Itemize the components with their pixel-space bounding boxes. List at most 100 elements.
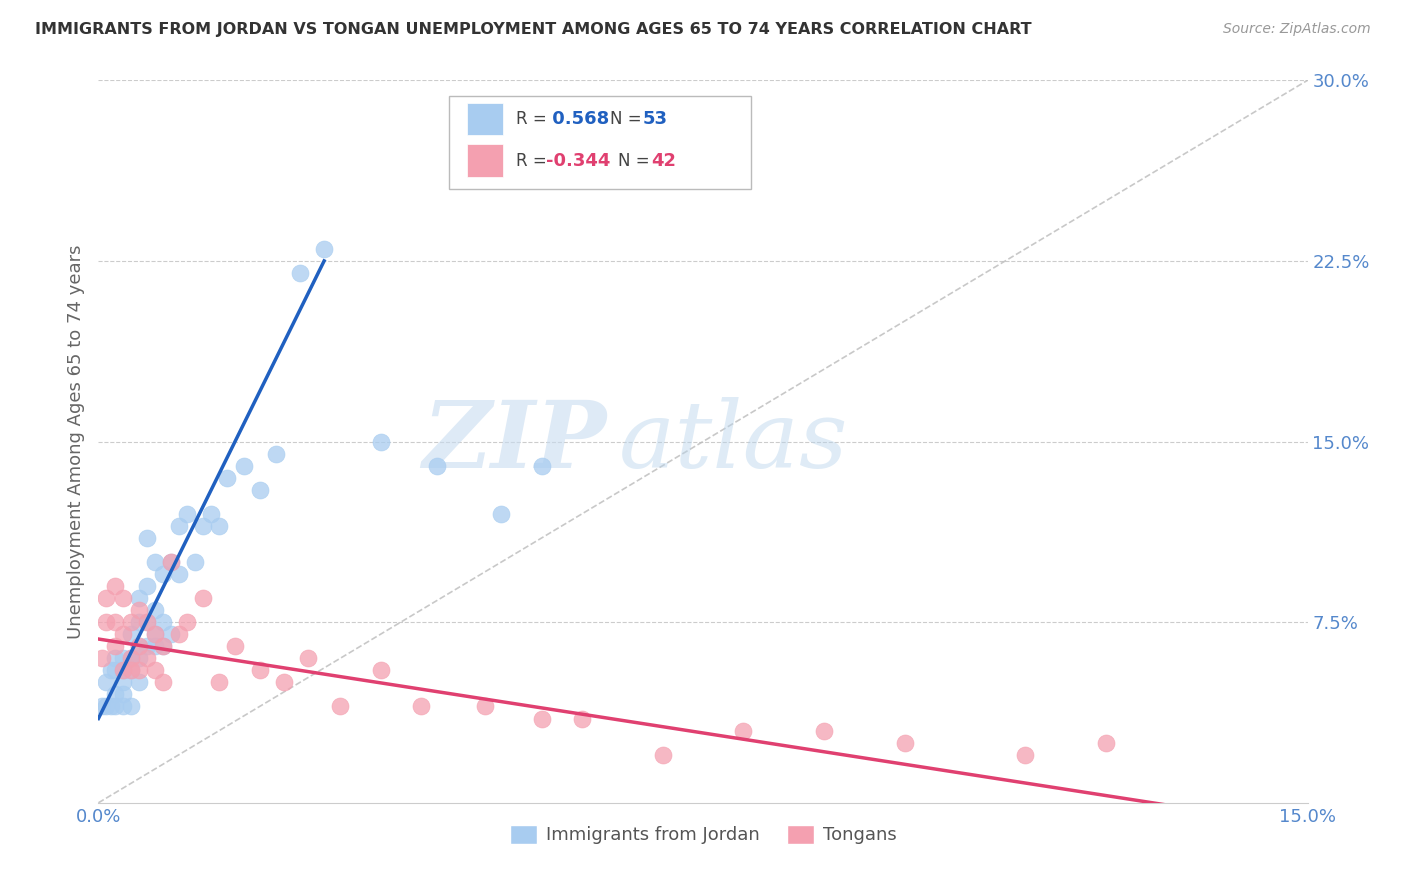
Point (100, 699, 122, 714)
Point (103, 687, 125, 701)
Point (370, 664, 392, 678)
Text: IMMIGRANTS FROM JORDAN VS TONGAN UNEMPLOYMENT AMONG AGES 65 TO 74 YEARS CORRELAT: IMMIGRANTS FROM JORDAN VS TONGAN UNEMPLO… (35, 22, 1032, 37)
Point (200, 507, 222, 521)
Point (208, 518, 231, 533)
Point (167, 567, 190, 582)
Point (135, 639, 157, 653)
Point (813, 723, 835, 738)
Point (111, 627, 134, 641)
Point (91, 651, 114, 665)
Point (152, 675, 174, 690)
Point (152, 639, 174, 653)
Point (135, 651, 157, 665)
Point (297, 651, 319, 665)
Point (120, 664, 142, 678)
Point (217, 470, 239, 484)
Point (193, 591, 215, 605)
Point (152, 615, 174, 630)
Point (264, 446, 287, 460)
Point (143, 639, 166, 653)
Point (1014, 747, 1036, 762)
Point (120, 615, 142, 630)
Point (193, 518, 215, 533)
Point (167, 627, 190, 641)
Point (143, 627, 166, 641)
Text: atlas: atlas (619, 397, 848, 486)
Point (128, 639, 150, 653)
Point (111, 699, 134, 714)
Text: 0.568: 0.568 (546, 111, 609, 128)
Point (103, 699, 125, 714)
Point (733, 723, 755, 738)
Point (1095, 735, 1118, 749)
Point (143, 603, 166, 617)
Point (143, 627, 166, 641)
Point (409, 699, 432, 714)
Point (111, 664, 134, 678)
Point (135, 615, 157, 630)
Point (224, 639, 246, 653)
Point (135, 579, 157, 593)
Point (111, 687, 134, 701)
Text: Source: ZipAtlas.com: Source: ZipAtlas.com (1223, 22, 1371, 37)
Point (893, 735, 915, 749)
Point (120, 651, 142, 665)
Point (288, 266, 311, 280)
Point (111, 664, 134, 678)
Point (184, 555, 207, 569)
Point (143, 555, 166, 569)
Point (128, 675, 150, 690)
Text: ZIP: ZIP (422, 397, 606, 486)
Text: N =: N = (610, 111, 647, 128)
Point (128, 603, 150, 617)
Point (91, 699, 114, 714)
Point (120, 651, 142, 665)
Text: R =: R = (516, 152, 551, 170)
Point (120, 699, 142, 714)
Point (128, 639, 150, 653)
Point (103, 579, 125, 593)
Point (103, 639, 125, 653)
Point (249, 664, 271, 678)
Point (128, 591, 150, 605)
Text: R =: R = (516, 111, 551, 128)
Point (530, 712, 553, 726)
Point (176, 507, 198, 521)
Point (530, 458, 553, 473)
Point (111, 651, 134, 665)
Text: 53: 53 (643, 111, 668, 128)
Bar (467, 145, 503, 177)
Point (103, 615, 125, 630)
Point (143, 664, 166, 678)
Point (120, 627, 142, 641)
Point (128, 651, 150, 665)
Point (103, 664, 125, 678)
FancyBboxPatch shape (449, 96, 751, 189)
Text: 42: 42 (651, 152, 676, 170)
Point (370, 434, 392, 449)
Bar (467, 103, 503, 136)
Point (160, 627, 183, 641)
Point (232, 458, 254, 473)
Point (135, 531, 157, 545)
Legend: Immigrants from Jordan, Tongans: Immigrants from Jordan, Tongans (502, 818, 904, 852)
Point (160, 555, 183, 569)
Point (135, 615, 157, 630)
Point (474, 699, 496, 714)
Point (426, 458, 449, 473)
Text: -0.344: -0.344 (546, 152, 610, 170)
Point (96, 699, 118, 714)
Point (167, 518, 190, 533)
Y-axis label: Unemployment Among Ages 65 to 74 years: Unemployment Among Ages 65 to 74 years (66, 244, 84, 639)
Point (120, 664, 142, 678)
Point (96, 591, 118, 605)
Point (96, 615, 118, 630)
Point (103, 651, 125, 665)
Point (152, 639, 174, 653)
Point (160, 555, 183, 569)
Point (111, 675, 134, 690)
Point (152, 567, 174, 582)
Point (491, 507, 513, 521)
Point (128, 615, 150, 630)
Point (96, 675, 118, 690)
